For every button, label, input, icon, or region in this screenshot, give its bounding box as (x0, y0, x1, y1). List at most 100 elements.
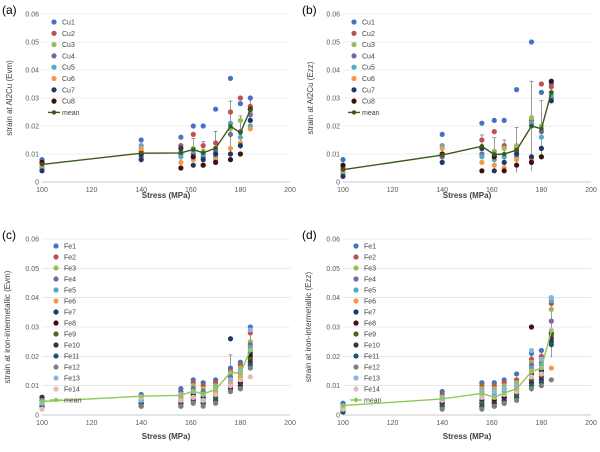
data-point (227, 157, 234, 163)
data-point (178, 397, 184, 403)
y-tick-label: 0.06 (326, 12, 340, 19)
legend-entry: mean (362, 110, 380, 117)
legend-marker (353, 265, 359, 271)
data-point (528, 159, 535, 165)
data-point (548, 78, 554, 84)
mean-point (191, 389, 196, 394)
x-tick-label: 100 (337, 187, 349, 194)
data-point (538, 383, 544, 389)
y-tick-label: 0.06 (25, 12, 39, 19)
legend-mean-marker (351, 110, 357, 115)
data-point (227, 377, 234, 383)
legend-entry: Fe4 (364, 277, 376, 284)
data-point (190, 131, 196, 137)
data-point (213, 106, 219, 112)
legend-marker (353, 320, 359, 326)
y-tick-label: 0 (336, 180, 340, 187)
data-point (514, 162, 520, 168)
data-point (227, 109, 234, 115)
x-tick-label: 180 (235, 420, 247, 427)
data-point (227, 151, 234, 157)
mean-point (479, 143, 485, 149)
y-tick-label: 0 (336, 413, 340, 420)
legend-mean-marker (353, 397, 359, 403)
mean-point (492, 395, 497, 400)
data-point (237, 117, 243, 123)
x-tick-label: 200 (585, 420, 597, 427)
y-tick-label: 0.03 (25, 325, 39, 332)
data-point (439, 159, 445, 165)
legend-entry: Fe13 (64, 376, 80, 383)
data-point (190, 400, 196, 406)
legend-marker (353, 386, 359, 392)
data-point (138, 145, 144, 151)
legend-marker (351, 75, 357, 82)
y-axis-label: strain at iron-intermetallic (Evm) (3, 270, 12, 383)
mean-line (41, 109, 251, 166)
y-tick-label: 0.01 (25, 383, 39, 390)
legend-marker (53, 309, 59, 315)
data-point (479, 406, 485, 412)
x-axis-label: Stress (MPa) (443, 432, 492, 441)
y-tick-label: 0 (35, 180, 39, 187)
data-point (190, 162, 196, 168)
data-point (237, 143, 243, 149)
data-point (237, 101, 243, 107)
mean-point (178, 150, 184, 156)
legend-marker (351, 53, 357, 59)
x-tick-label: 100 (36, 187, 48, 194)
legend-entry: Fe8 (364, 321, 376, 328)
mean-point (539, 365, 544, 371)
x-tick-label: 160 (486, 420, 498, 427)
data-point (548, 84, 554, 90)
data-point (190, 154, 196, 160)
legend-entry: Cu4 (62, 53, 75, 60)
data-point (340, 406, 346, 412)
legend-marker (53, 287, 59, 293)
panel-label: (a) (2, 3, 17, 17)
data-point (548, 306, 554, 312)
data-point (213, 391, 219, 398)
data-point (138, 157, 144, 163)
x-tick-label: 160 (185, 187, 197, 194)
mean-point (514, 147, 519, 153)
legend-marker (353, 287, 359, 293)
data-point (514, 157, 520, 163)
data-point (178, 165, 184, 171)
legend-entry: Cu7 (362, 87, 375, 94)
data-point (538, 81, 544, 87)
legend-marker (353, 364, 359, 370)
legend-marker (51, 42, 57, 48)
data-point (237, 377, 243, 383)
x-tick-label: 140 (436, 420, 448, 427)
data-point (213, 159, 219, 165)
data-point (178, 159, 184, 165)
data-point (538, 145, 544, 151)
legend-marker (351, 42, 357, 48)
data-point (247, 95, 253, 101)
data-point (501, 386, 507, 392)
legend-entry: Fe1 (64, 244, 76, 251)
data-point (227, 383, 234, 389)
x-tick-label: 180 (536, 187, 548, 194)
x-tick-label: 200 (284, 187, 296, 194)
mean-point (238, 370, 243, 376)
legend-marker (353, 353, 359, 359)
data-point (491, 388, 497, 395)
data-point (213, 400, 219, 406)
legend-entry: Fe2 (64, 255, 76, 262)
y-tick-label: 0 (35, 413, 39, 420)
data-point (548, 342, 554, 348)
legend-entry: Fe2 (364, 255, 376, 262)
data-point (528, 154, 535, 160)
mean-point (228, 124, 233, 129)
legend-marker (53, 386, 59, 392)
y-tick-label: 0.03 (25, 96, 39, 103)
x-tick-label: 120 (387, 420, 399, 427)
data-point (548, 295, 554, 301)
data-point (213, 140, 219, 146)
legend-entry: Cu1 (362, 20, 375, 27)
legend-marker (53, 298, 59, 304)
panel-label: (c) (2, 228, 16, 242)
